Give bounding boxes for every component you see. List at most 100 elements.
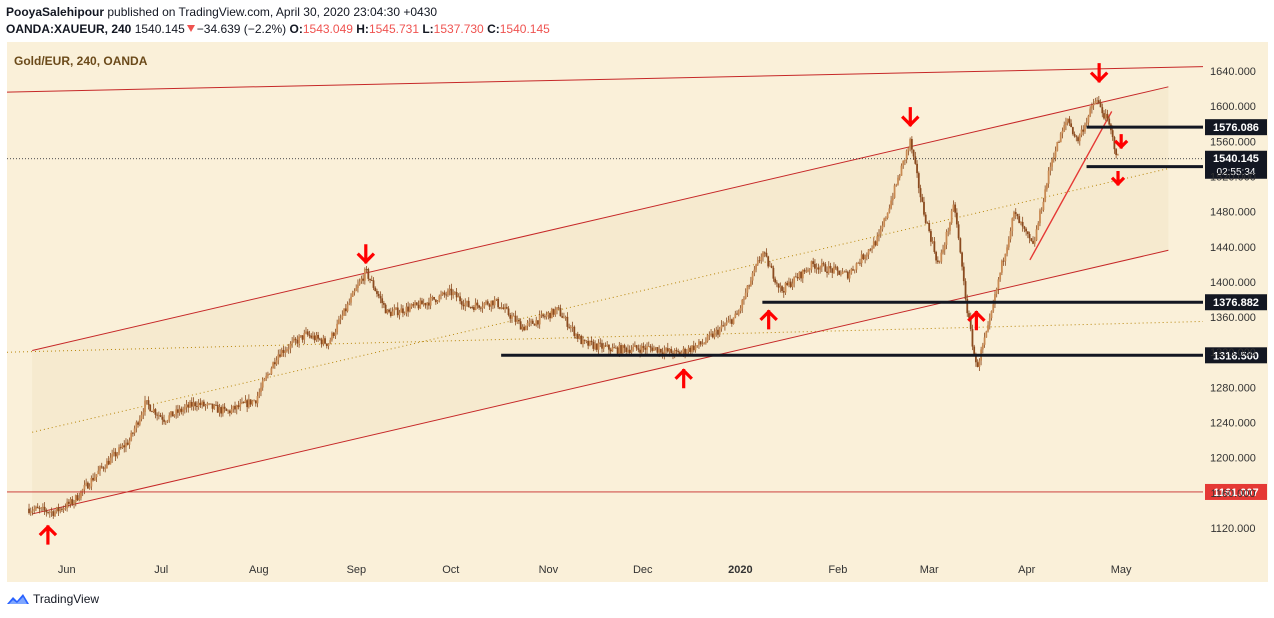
candle-body (696, 345, 699, 346)
candle-body (737, 310, 740, 315)
candle-body (241, 402, 243, 404)
candle-body (808, 269, 811, 271)
candle-body (983, 337, 986, 345)
candle-body (1006, 247, 1008, 254)
outer-mid-trendline (6, 320, 1204, 353)
candle-body (396, 307, 399, 316)
candle-body (568, 326, 571, 328)
candle-body (736, 313, 738, 315)
candle-body (756, 260, 759, 265)
candle-body (533, 323, 536, 326)
candle-body (640, 345, 643, 353)
candle-body (632, 346, 635, 350)
candle-body (928, 223, 931, 232)
candle-body (379, 296, 382, 299)
candle-body (424, 303, 427, 306)
candle-body (291, 341, 294, 344)
candle-body (187, 404, 190, 408)
candle-body (969, 317, 972, 330)
footer-brand[interactable]: TradingView (6, 592, 99, 606)
candle-body (403, 313, 406, 314)
candle-body (28, 508, 30, 514)
candle-body (249, 399, 252, 405)
candle-body (201, 401, 204, 405)
candle-body (1066, 118, 1069, 123)
candle-body (549, 312, 551, 319)
candle-body (706, 335, 709, 342)
candle-body (1097, 100, 1100, 103)
candle-body (57, 507, 60, 512)
candle-body (329, 340, 332, 344)
candle-body (244, 400, 247, 403)
candle-body (436, 301, 439, 303)
candle-body (478, 305, 481, 308)
candle-body (382, 303, 385, 305)
candle-body (921, 197, 924, 202)
y-tick-label-1: 1160.000 (1210, 488, 1255, 500)
candle-body (940, 252, 943, 262)
candle-body (29, 511, 32, 514)
candle-body (563, 317, 565, 319)
candle-body (831, 268, 834, 273)
candle-body (483, 302, 486, 307)
candle-body (256, 396, 259, 404)
candle-body (725, 322, 728, 325)
candle-body (692, 345, 695, 351)
outer-upper-trendline (6, 66, 1204, 93)
candle-body (196, 406, 198, 407)
candle-body (537, 320, 539, 325)
candle-body (473, 307, 475, 310)
candle-body (1090, 105, 1093, 109)
candle-body (185, 404, 188, 408)
candle-body (625, 347, 628, 353)
candle-body (962, 266, 965, 282)
candle-body (312, 335, 314, 338)
candle-body (414, 302, 416, 306)
candle-body (125, 442, 127, 448)
candle-body (247, 399, 250, 408)
candle-body (999, 272, 1002, 280)
candle-body (898, 175, 901, 178)
candle-body (109, 457, 112, 465)
candle-body (114, 451, 117, 457)
candle-body (774, 278, 777, 283)
y-tick-label-2: 1200.000 (1210, 453, 1256, 465)
candle-body (684, 348, 687, 355)
arrow-up-2 (674, 368, 693, 389)
candle-body (273, 362, 276, 365)
candle-body (1103, 113, 1105, 119)
candle-body (100, 466, 103, 468)
candle-body (739, 308, 742, 311)
candle-body (1007, 239, 1010, 248)
last-price: 1540.145 (134, 22, 185, 36)
candle-body (682, 348, 685, 353)
candle-body (163, 419, 165, 422)
candle-body (159, 415, 162, 417)
candle-body (130, 432, 133, 441)
candle-body (1099, 102, 1102, 108)
candle-body (1023, 226, 1026, 229)
candle-body (1089, 108, 1092, 116)
x-tick-label-2: Aug (249, 564, 269, 576)
candle-body (746, 285, 749, 293)
candle-body (339, 318, 342, 320)
candle-body (308, 334, 311, 336)
candle-body (554, 309, 557, 315)
candle-body (564, 316, 567, 318)
candle-body (464, 302, 467, 307)
candle-body (839, 273, 842, 275)
candle-body (518, 319, 520, 322)
price-chart[interactable]: 1576.0861531.1851376.8821316.5001161.007… (0, 0, 1274, 590)
candle-body (985, 331, 988, 338)
publisher-name[interactable]: PooyaSalehipour (6, 5, 105, 19)
candle-body (810, 261, 813, 270)
candle-body (531, 320, 534, 324)
candle-body (318, 338, 321, 340)
candle-body (493, 299, 496, 306)
candle-body (988, 318, 991, 325)
candle-body (1080, 129, 1083, 135)
candle-body (910, 139, 913, 150)
candle-body (673, 350, 676, 356)
candle-body (583, 339, 586, 341)
candle-body (402, 308, 404, 314)
